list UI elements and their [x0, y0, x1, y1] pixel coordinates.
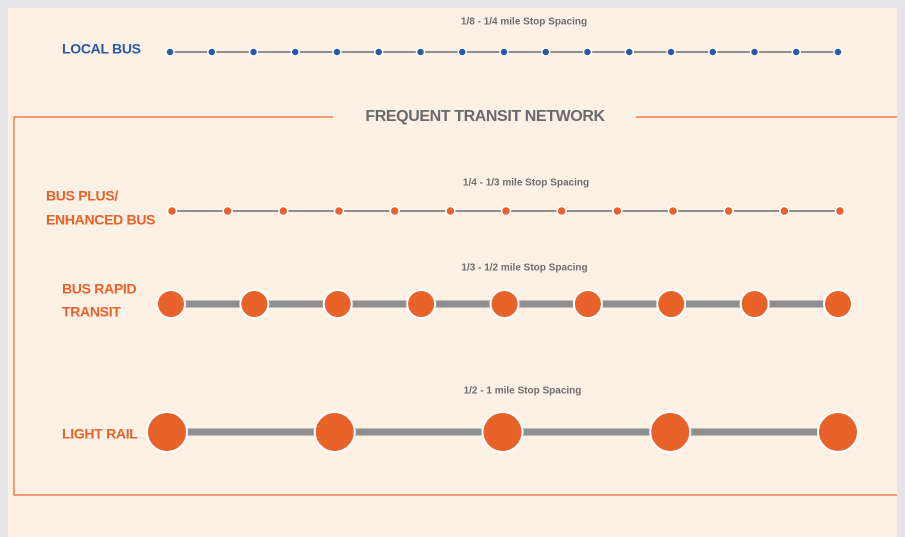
stop: [749, 47, 760, 57]
stop: [833, 47, 843, 57]
stop: [499, 47, 509, 57]
service-label: ENHANCED BUS: [46, 212, 155, 228]
stop: [624, 47, 634, 57]
stop: [290, 47, 300, 57]
stop: [572, 289, 603, 319]
stop: [817, 411, 859, 453]
stop: [656, 289, 687, 319]
stop: [791, 47, 801, 57]
stop: [489, 289, 520, 319]
stop: [406, 289, 437, 319]
stop-spacing: 1/3 - 1/2 mile Stop Spacing: [461, 263, 587, 274]
service-label: BUS PLUS/: [46, 188, 118, 204]
stop: [374, 47, 384, 57]
stop: [222, 205, 233, 217]
stop: [207, 47, 217, 57]
stop: [239, 289, 270, 319]
stop: [649, 411, 692, 453]
stop: [165, 47, 175, 57]
stop: [333, 205, 345, 217]
stop: [415, 47, 426, 57]
stop: [457, 47, 467, 57]
stop: [667, 205, 679, 217]
stop: [445, 205, 456, 217]
panel: [8, 8, 897, 537]
stop: [708, 47, 718, 57]
service-label: LOCAL BUS: [62, 41, 141, 57]
stop: [666, 47, 676, 57]
stop: [834, 205, 846, 217]
service-label: LIGHT RAIL: [62, 426, 138, 442]
stop: [156, 289, 186, 319]
stop-spacing: 1/4 - 1/3 mile Stop Spacing: [463, 178, 589, 189]
stop: [500, 205, 512, 217]
network-frame: [13, 116, 897, 496]
stop: [556, 205, 567, 217]
stop: [322, 289, 353, 319]
stop: [166, 205, 178, 217]
section-title: FREQUENT TRANSIT NETWORK: [365, 108, 605, 125]
stop: [779, 205, 790, 217]
stop: [541, 47, 551, 57]
stop: [332, 47, 342, 57]
service-label: TRANSIT: [62, 304, 121, 320]
service-label: BUS RAPID: [62, 281, 136, 297]
stop: [248, 47, 259, 57]
stop-spacing: 1/2 - 1 mile Stop Spacing: [464, 386, 582, 397]
frame-line: [13, 116, 897, 496]
stop-spacing: 1/8 - 1/4 mile Stop Spacing: [461, 17, 587, 28]
stop: [739, 289, 770, 319]
stop: [612, 205, 623, 217]
stop: [313, 411, 356, 453]
stop: [389, 205, 400, 217]
stop: [582, 47, 593, 57]
stop: [723, 205, 734, 217]
stop: [481, 411, 524, 453]
stop: [823, 289, 853, 319]
stop: [146, 411, 188, 453]
stop: [278, 205, 289, 217]
